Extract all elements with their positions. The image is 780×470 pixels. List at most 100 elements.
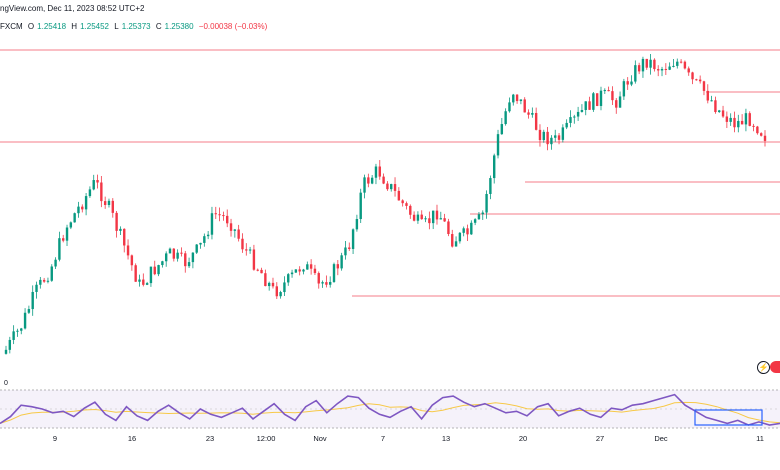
x-tick-label: 9 bbox=[52, 434, 58, 443]
candle-body bbox=[683, 61, 687, 69]
candle-body bbox=[222, 215, 225, 217]
candle-body bbox=[561, 127, 565, 140]
candle-body bbox=[336, 264, 340, 269]
candle-body bbox=[237, 229, 240, 239]
candle-body bbox=[660, 68, 664, 71]
low-label: L bbox=[114, 22, 119, 31]
candle-body bbox=[199, 242, 202, 245]
candle-body bbox=[584, 101, 587, 110]
candle-body bbox=[123, 228, 126, 246]
candle-body bbox=[550, 137, 553, 145]
candle-body bbox=[16, 330, 19, 332]
candle-body bbox=[477, 214, 481, 220]
candle-body bbox=[676, 61, 679, 66]
candle-body bbox=[504, 111, 507, 125]
candle-body bbox=[439, 218, 443, 220]
candle-body bbox=[603, 90, 607, 92]
candle-body bbox=[443, 218, 446, 222]
candle-body bbox=[657, 69, 660, 71]
candle-body bbox=[649, 59, 652, 68]
candle-body bbox=[470, 222, 473, 235]
candle-body bbox=[226, 215, 229, 224]
candle-body bbox=[103, 201, 107, 205]
candle-body bbox=[229, 223, 233, 231]
candle-body bbox=[740, 120, 744, 125]
candle-body bbox=[542, 131, 545, 141]
candle-body bbox=[157, 265, 160, 275]
candle-body bbox=[290, 272, 294, 275]
x-tick-label: 11 bbox=[756, 434, 764, 443]
candle-body bbox=[355, 219, 359, 230]
x-tick-label: 13 bbox=[441, 434, 451, 443]
candle-body bbox=[351, 229, 355, 249]
candle-body bbox=[187, 262, 191, 267]
candle-body bbox=[142, 279, 145, 285]
rsi-line bbox=[0, 393, 780, 426]
candle-body bbox=[317, 273, 320, 284]
candle-body bbox=[626, 81, 629, 85]
candle-body bbox=[378, 166, 381, 177]
candle-body bbox=[538, 129, 542, 141]
candle-body bbox=[725, 116, 729, 122]
x-tick-label: 20 bbox=[518, 434, 528, 443]
candle-body bbox=[527, 112, 530, 115]
candle-body bbox=[447, 221, 450, 235]
x-tick-label: 27 bbox=[595, 434, 605, 443]
candle-body bbox=[260, 269, 263, 274]
candle-body bbox=[397, 190, 401, 201]
candle-body bbox=[401, 200, 404, 204]
candle-body bbox=[348, 247, 351, 249]
candle-body bbox=[39, 279, 42, 285]
candle-body bbox=[214, 213, 217, 215]
candle-body bbox=[763, 135, 767, 141]
low-value: 1.25373 bbox=[121, 22, 151, 31]
candle-body bbox=[405, 203, 408, 206]
candle-body bbox=[641, 58, 645, 72]
candle-body bbox=[298, 269, 301, 272]
candle-body bbox=[283, 282, 286, 293]
candle-body bbox=[493, 155, 496, 179]
candle-body bbox=[580, 109, 584, 112]
rsi-ma-line bbox=[0, 401, 780, 424]
candle-body bbox=[748, 113, 751, 126]
candle-body bbox=[126, 245, 130, 256]
lightning-icon[interactable]: ⚡ bbox=[757, 361, 770, 374]
candle-body bbox=[176, 252, 179, 259]
candle-body bbox=[565, 122, 568, 128]
candle-body bbox=[374, 166, 378, 178]
candle-body bbox=[473, 219, 477, 223]
candle-body bbox=[149, 266, 153, 284]
candle-body bbox=[27, 309, 31, 313]
candle-body bbox=[393, 184, 397, 191]
candle-body bbox=[569, 117, 572, 123]
candle-body bbox=[489, 178, 492, 194]
broker-label: FXCM bbox=[0, 22, 23, 31]
alert-pill-icon[interactable] bbox=[770, 361, 780, 373]
candle-body bbox=[672, 65, 675, 67]
candle-body bbox=[134, 265, 137, 282]
candle-body bbox=[409, 205, 412, 215]
candle-body bbox=[531, 112, 534, 115]
candle-body bbox=[359, 192, 362, 220]
candle-body bbox=[328, 281, 332, 285]
candle-body bbox=[431, 210, 435, 224]
candle-body bbox=[96, 180, 99, 183]
candle-body bbox=[332, 264, 336, 282]
title-fragment: ngView.com, Dec 11, 2023 08:52 UTC+2 bbox=[0, 4, 145, 13]
candle-body bbox=[302, 269, 305, 272]
x-tick-label: 16 bbox=[127, 434, 137, 443]
candle-body bbox=[462, 228, 465, 233]
candle-body bbox=[382, 176, 385, 184]
candle-body bbox=[687, 68, 690, 73]
candle-body bbox=[191, 252, 195, 263]
high-value: 1.25452 bbox=[80, 22, 109, 31]
candle-body bbox=[718, 110, 721, 113]
candle-body bbox=[62, 238, 65, 241]
candle-body bbox=[634, 65, 637, 82]
candle-body bbox=[622, 81, 626, 97]
candle-body bbox=[698, 79, 702, 82]
x-tick-label: Nov bbox=[313, 434, 327, 443]
candle-body bbox=[92, 180, 95, 190]
